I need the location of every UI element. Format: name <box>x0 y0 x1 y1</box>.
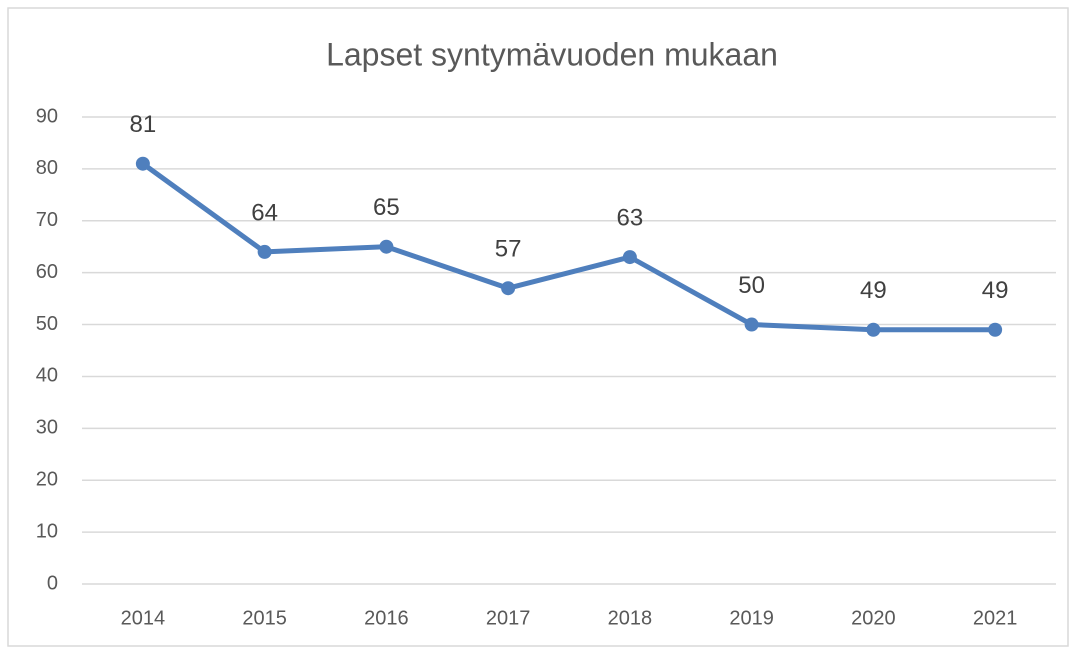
y-tick-label: 0 <box>47 572 58 594</box>
y-tick-label: 90 <box>36 105 58 127</box>
x-tick-label: 2021 <box>973 607 1018 629</box>
y-tick-label: 50 <box>36 313 58 335</box>
x-tick-label: 2017 <box>486 607 531 629</box>
series-line <box>141 161 996 333</box>
x-tick-label: 2014 <box>121 607 166 629</box>
data-point <box>622 250 637 265</box>
x-tick-label: 2016 <box>364 607 409 629</box>
data-point <box>744 317 759 332</box>
data-point <box>866 322 881 337</box>
data-point <box>257 244 272 259</box>
x-tick-label: 2015 <box>242 607 287 629</box>
data-label: 50 <box>738 272 765 299</box>
data-point <box>988 322 1003 337</box>
y-tick-label: 60 <box>36 261 58 283</box>
data-point <box>501 281 516 296</box>
chart-title: Lapset syntymävuoden mukaan <box>326 36 778 72</box>
data-label: 57 <box>495 236 522 263</box>
x-tick-label: 2020 <box>851 607 896 629</box>
data-point <box>379 239 394 254</box>
x-tick-label: 2018 <box>608 607 653 629</box>
y-tick-label: 30 <box>36 417 58 439</box>
data-label: 81 <box>130 111 157 138</box>
y-tick-label: 40 <box>36 365 58 387</box>
data-label: 49 <box>860 277 887 304</box>
y-tick-label: 20 <box>36 469 58 491</box>
y-tick-label: 10 <box>36 520 58 542</box>
x-tick-label: 2019 <box>729 607 774 629</box>
chart-frame <box>7 7 1069 647</box>
data-label: 63 <box>617 204 644 231</box>
data-point <box>135 156 150 171</box>
data-label: 65 <box>373 194 400 221</box>
y-tick-label: 80 <box>36 157 58 179</box>
data-label: 64 <box>251 199 278 226</box>
data-label: 49 <box>982 277 1009 304</box>
y-tick-label: 70 <box>36 209 58 231</box>
